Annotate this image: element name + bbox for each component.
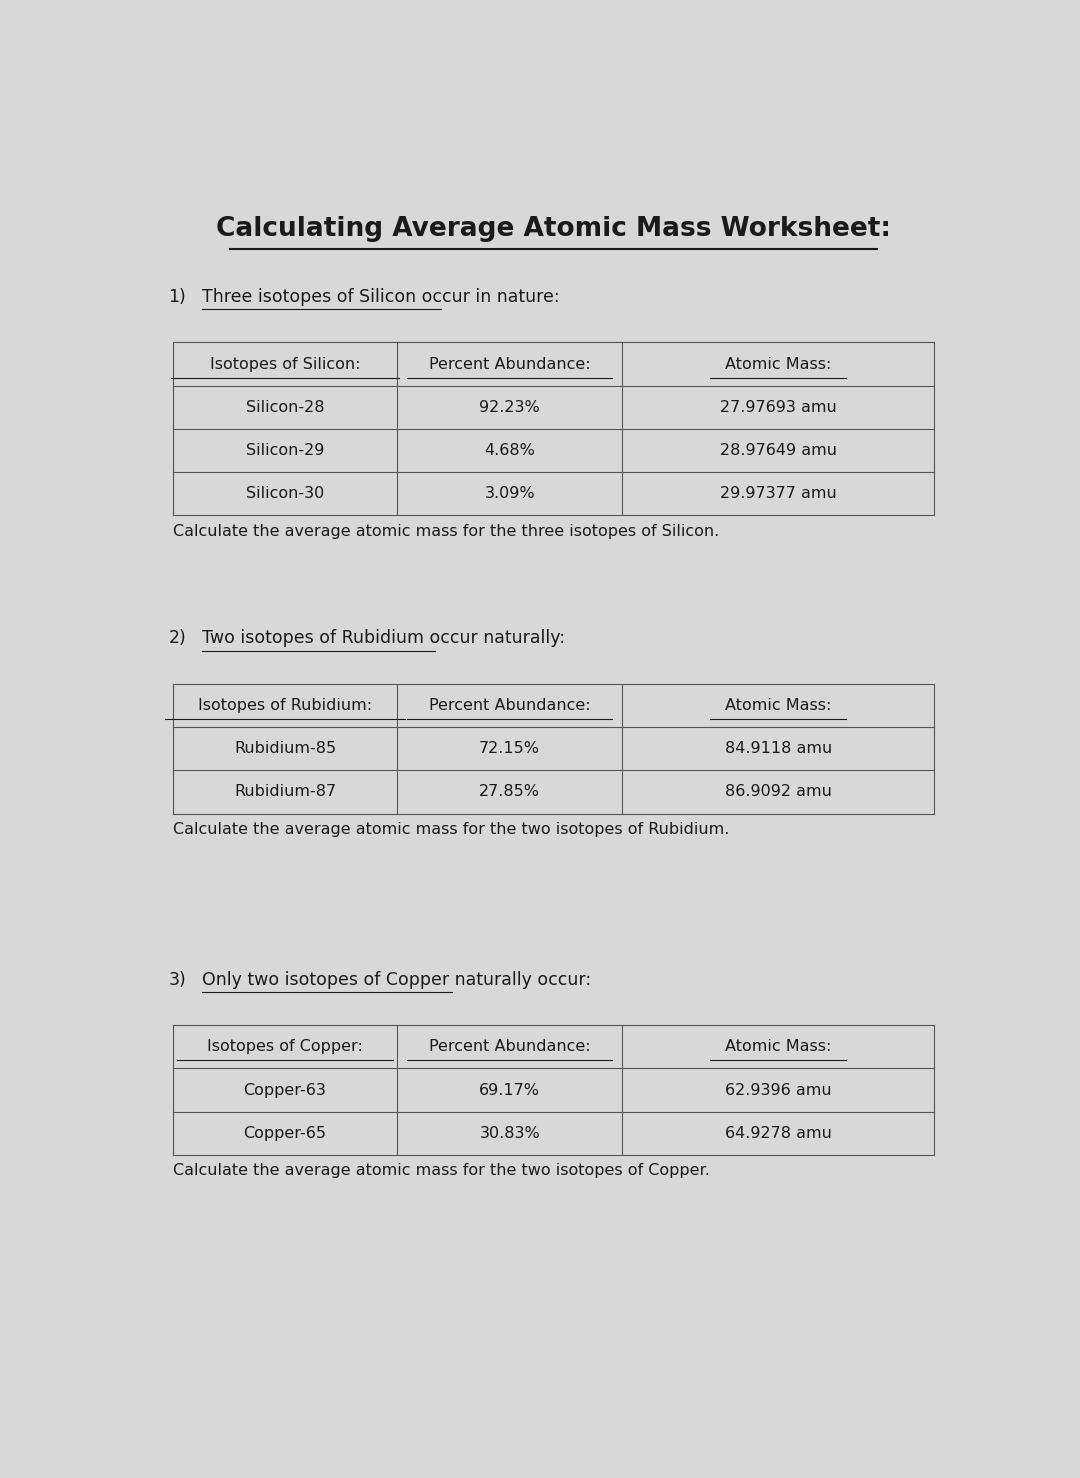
Text: 62.9396 amu: 62.9396 amu [725, 1082, 832, 1098]
Text: Only two isotopes of Copper naturally occur:: Only two isotopes of Copper naturally oc… [202, 971, 591, 989]
Text: Atomic Mass:: Atomic Mass: [725, 1039, 832, 1054]
Text: Silicon-30: Silicon-30 [246, 486, 324, 501]
Text: Percent Abundance:: Percent Abundance: [429, 356, 591, 371]
Text: Atomic Mass:: Atomic Mass: [725, 356, 832, 371]
Text: Two isotopes of Rubidium occur naturally:: Two isotopes of Rubidium occur naturally… [202, 630, 565, 647]
Text: 3): 3) [168, 971, 186, 989]
Text: 64.9278 amu: 64.9278 amu [725, 1126, 832, 1141]
Text: 4.68%: 4.68% [484, 443, 536, 458]
Text: Calculating Average Atomic Mass Worksheet:: Calculating Average Atomic Mass Workshee… [216, 216, 891, 241]
Text: 72.15%: 72.15% [480, 740, 540, 757]
Text: Isotopes of Silicon:: Isotopes of Silicon: [210, 356, 361, 371]
Text: Rubidium-85: Rubidium-85 [234, 740, 336, 757]
Text: 27.97693 amu: 27.97693 amu [719, 399, 837, 415]
Text: 69.17%: 69.17% [480, 1082, 540, 1098]
Text: Isotopes of Rubidium:: Isotopes of Rubidium: [198, 698, 373, 712]
Text: Calculate the average atomic mass for the three isotopes of Silicon.: Calculate the average atomic mass for th… [173, 523, 719, 539]
Text: 92.23%: 92.23% [480, 399, 540, 415]
Text: 84.9118 amu: 84.9118 amu [725, 740, 832, 757]
Text: Atomic Mass:: Atomic Mass: [725, 698, 832, 712]
Text: Copper-63: Copper-63 [244, 1082, 326, 1098]
Text: Silicon-29: Silicon-29 [246, 443, 324, 458]
Text: Percent Abundance:: Percent Abundance: [429, 1039, 591, 1054]
Text: Percent Abundance:: Percent Abundance: [429, 698, 591, 712]
Text: 2): 2) [168, 630, 186, 647]
Text: 1): 1) [168, 288, 186, 306]
Text: 3.09%: 3.09% [485, 486, 535, 501]
Text: 86.9092 amu: 86.9092 amu [725, 785, 832, 800]
Text: Silicon-28: Silicon-28 [246, 399, 324, 415]
Text: Three isotopes of Silicon occur in nature:: Three isotopes of Silicon occur in natur… [202, 288, 559, 306]
Text: Calculate the average atomic mass for the two isotopes of Copper.: Calculate the average atomic mass for th… [173, 1163, 710, 1178]
Text: Copper-65: Copper-65 [243, 1126, 326, 1141]
Text: Calculate the average atomic mass for the two isotopes of Rubidium.: Calculate the average atomic mass for th… [173, 822, 729, 837]
Text: Isotopes of Copper:: Isotopes of Copper: [207, 1039, 363, 1054]
Text: 28.97649 amu: 28.97649 amu [719, 443, 837, 458]
Text: 27.85%: 27.85% [480, 785, 540, 800]
Text: 30.83%: 30.83% [480, 1126, 540, 1141]
Text: Rubidium-87: Rubidium-87 [234, 785, 336, 800]
Text: 29.97377 amu: 29.97377 amu [719, 486, 837, 501]
